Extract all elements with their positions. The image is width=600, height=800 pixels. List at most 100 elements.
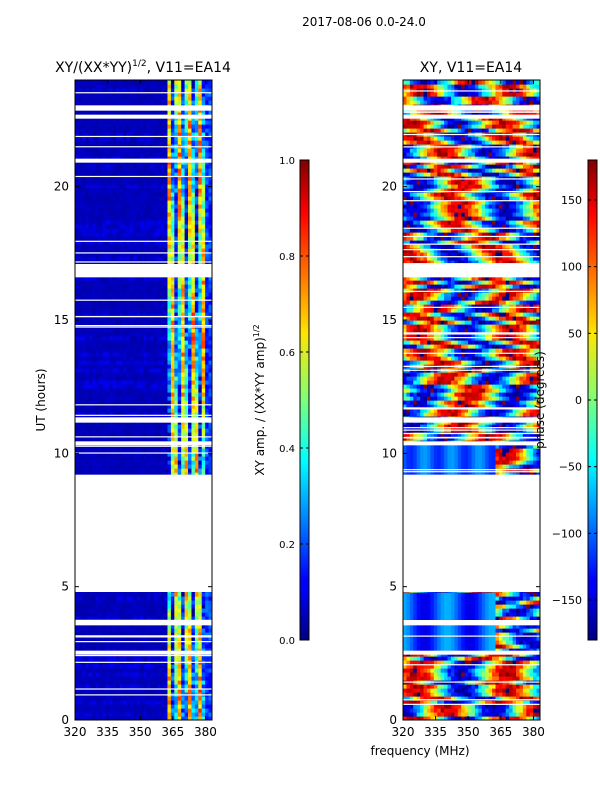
heatmap-cell <box>153 348 158 353</box>
heatmap-cell <box>116 468 121 473</box>
heatmap-cell <box>184 244 189 249</box>
heatmap-cell <box>167 688 172 693</box>
heatmap-cell <box>116 396 121 401</box>
heatmap-cell <box>153 600 158 605</box>
heatmap-cell <box>78 280 83 285</box>
heatmap-cell <box>174 296 179 301</box>
heatmap-cell <box>136 336 141 341</box>
heatmap-cell <box>102 472 107 477</box>
heatmap-cell <box>170 384 175 389</box>
heatmap-cell <box>188 636 193 641</box>
heatmap-cell <box>129 672 134 677</box>
heatmap-cell <box>109 628 114 633</box>
heatmap-cell <box>85 412 90 417</box>
heatmap-cell <box>98 400 103 405</box>
heatmap-cell <box>85 232 90 237</box>
heatmap-cell <box>198 628 203 633</box>
heatmap-cell <box>105 396 110 401</box>
heatmap-cell <box>102 664 107 669</box>
heatmap-cell <box>109 704 114 709</box>
heatmap-cell <box>177 596 182 601</box>
heatmap-cell <box>119 316 124 321</box>
heatmap-cell <box>184 232 189 237</box>
heatmap-cell <box>205 344 210 349</box>
heatmap-cell <box>88 432 93 437</box>
heatmap-cell <box>105 336 110 341</box>
heatmap-cell <box>160 400 165 405</box>
heatmap-cell <box>85 640 90 645</box>
heatmap-cell <box>78 396 83 401</box>
heatmap-cell <box>143 284 148 289</box>
heatmap-cell <box>102 376 107 381</box>
heatmap-cell <box>88 340 93 345</box>
heatmap-cell <box>78 712 83 717</box>
heatmap-cell <box>140 356 145 361</box>
heatmap-cell <box>191 280 196 285</box>
heatmap-cell <box>177 632 182 637</box>
heatmap-cell <box>150 696 155 701</box>
heatmap-cell <box>119 284 124 289</box>
heatmap-cell <box>164 388 169 393</box>
heatmap-cell <box>109 688 114 693</box>
heatmap-cell <box>153 244 158 249</box>
heatmap-cell <box>112 704 117 709</box>
heatmap-cell <box>157 376 162 381</box>
heatmap-cell <box>191 716 196 720</box>
heatmap-cell <box>191 300 196 305</box>
heatmap-cell <box>181 352 186 357</box>
amplitude-heatmap <box>75 80 212 720</box>
heatmap-cell <box>157 636 162 641</box>
heatmap-cell <box>109 256 114 261</box>
heatmap-cell <box>129 604 134 609</box>
heatmap-cell <box>170 236 175 241</box>
heatmap-cell <box>126 276 131 281</box>
heatmap-cell <box>201 388 206 393</box>
heatmap-cell <box>177 604 182 609</box>
heatmap-cell <box>78 392 83 397</box>
heatmap-cell <box>98 612 103 617</box>
heatmap-cell <box>81 684 86 689</box>
heatmap-cell <box>109 344 114 349</box>
heatmap-cell <box>164 304 169 309</box>
heatmap-cell <box>116 600 121 605</box>
heatmap-cell <box>112 316 117 321</box>
heatmap-cell <box>88 712 93 717</box>
heatmap-cell <box>140 396 145 401</box>
heatmap-cell <box>160 296 165 301</box>
heatmap-cell <box>95 448 100 453</box>
heatmap-cell <box>167 396 172 401</box>
heatmap-cell <box>98 368 103 373</box>
heatmap-cell <box>157 368 162 373</box>
heatmap-cell <box>153 436 158 441</box>
heatmap-cell <box>150 252 155 257</box>
heatmap-cell <box>81 240 86 245</box>
heatmap-cell <box>81 472 86 477</box>
heatmap-cell <box>92 432 97 437</box>
heatmap-cell <box>109 352 114 357</box>
heatmap-cell <box>181 464 186 469</box>
heatmap-cell <box>170 612 175 617</box>
heatmap-cell <box>157 616 162 621</box>
heatmap-cell <box>140 644 145 649</box>
heatmap-cell <box>129 296 134 301</box>
heatmap-cell <box>140 220 145 225</box>
heatmap-cell <box>157 592 162 597</box>
heatmap-cell <box>81 372 86 377</box>
heatmap-cell <box>170 296 175 301</box>
heatmap-cell <box>78 684 83 689</box>
heatmap-cell <box>92 632 97 637</box>
heatmap-cell <box>129 428 134 433</box>
heatmap-cell <box>92 324 97 329</box>
heatmap-cell <box>95 364 100 369</box>
heatmap-cell <box>78 608 83 613</box>
heatmap-cell <box>160 704 165 709</box>
heatmap-cell <box>198 276 203 281</box>
heatmap-cell <box>174 636 179 641</box>
heatmap-cell <box>85 332 90 337</box>
heatmap-cell <box>81 296 86 301</box>
heatmap-cell <box>85 336 90 341</box>
heatmap-cell <box>140 596 145 601</box>
heatmap-cell <box>188 472 193 477</box>
heatmap-cell <box>194 400 199 405</box>
heatmap-cell <box>198 612 203 617</box>
